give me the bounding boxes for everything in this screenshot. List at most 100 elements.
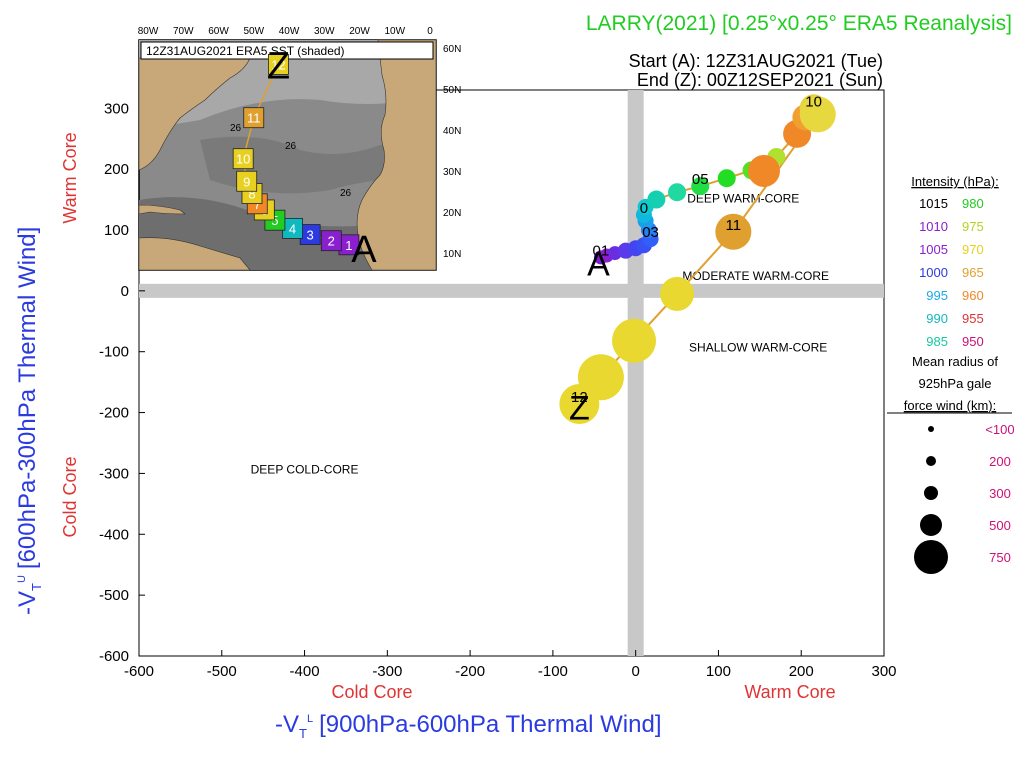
x-warm-core-label: Warm Core xyxy=(744,682,835,702)
intensity-legend-left: 990 xyxy=(926,311,948,326)
inset-latitude-labels: 60N 50N 40N 30N 20N 10N xyxy=(443,44,461,260)
inset-lat-label: 40N xyxy=(443,126,461,137)
inset-sst-labels: 26 26 26 xyxy=(230,123,352,199)
intensity-legend-right: 955 xyxy=(962,311,984,326)
track-point-label: 10 xyxy=(805,93,822,110)
radius-legend-dot xyxy=(924,486,938,500)
inset-track: 123456789101112AZ xyxy=(232,45,377,271)
y-tick-label: 200 xyxy=(104,161,129,178)
y-axis-label-rest: [600hPa-300hPa Thermal Wind] xyxy=(14,227,41,569)
y-axis-label-main: -V xyxy=(14,591,41,615)
inset-track-day: 7 xyxy=(254,197,261,212)
inset-track-box xyxy=(268,54,289,75)
inset-sst-label: 26 xyxy=(230,123,242,134)
inset-lon-label: 30W xyxy=(314,26,335,37)
x-tick-label: -100 xyxy=(538,663,568,680)
x-tick-label: 100 xyxy=(706,663,731,680)
inset-caption: 12Z31AUG2021 ERA5 SST (shaded) xyxy=(146,44,345,58)
track-point xyxy=(799,96,836,133)
inset-lat-label: 30N xyxy=(443,167,461,178)
inset-lon-label: 0 xyxy=(427,26,433,37)
radius-legend-rows: <100 200 300 500 750 xyxy=(887,412,1015,574)
y-cold-core-label: Cold Core xyxy=(60,456,80,537)
intensity-legend-right: 970 xyxy=(962,242,984,257)
inset-sst-label: 26 xyxy=(340,188,352,199)
inset-track-box xyxy=(320,230,342,252)
plot-area: DEEP WARM-CORE MODERATE WARM-CORE SHALLOW … xyxy=(99,89,897,680)
track-markers: AZ xyxy=(569,245,610,427)
track-point-label: 01 xyxy=(593,242,610,259)
y-warm-core-label: Warm Core xyxy=(60,132,80,223)
track-points: 01 03 0 05 10 11 12 xyxy=(559,93,836,425)
inset-start-marker: A xyxy=(351,229,377,271)
y-ticks: -600 -500 -400 -300 -200 -100 0 100 200 300 xyxy=(99,100,145,665)
inset-sst-label: 26 xyxy=(285,141,297,152)
radius-legend-label: 750 xyxy=(989,550,1011,565)
inset-track-day: 2 xyxy=(328,234,335,249)
start-time-label: Start (A): 12Z31AUG2021 (Tue) xyxy=(629,51,883,71)
zero-band-vertical xyxy=(627,90,644,656)
track-point-label: 05 xyxy=(692,171,709,188)
inset-lat-label: 60N xyxy=(443,44,461,55)
y-axis-label-sub: T xyxy=(29,583,44,591)
track-point-label: 12 xyxy=(571,389,588,406)
track-point xyxy=(715,213,752,250)
x-tick-label: 300 xyxy=(871,663,896,680)
intensity-legend-right: 950 xyxy=(962,334,984,349)
region-labels: DEEP WARM-CORE MODERATE WARM-CORE SHALLOW … xyxy=(251,192,829,477)
south-america-land xyxy=(138,237,251,271)
y-tick-label: 300 xyxy=(104,100,129,117)
y-tick-label: -100 xyxy=(99,344,129,361)
chart-title: LARRY(2021) [0.25°x0.25° ERA5 Reanalysis… xyxy=(586,12,1012,35)
radius-legend-dot xyxy=(914,540,948,574)
inset-lon-label: 80W xyxy=(138,26,159,37)
radius-legend-label: 500 xyxy=(989,518,1011,533)
inset-lon-label: 10W xyxy=(384,26,405,37)
inset-track-day: 12 xyxy=(271,57,285,72)
intensity-legend-right: 980 xyxy=(962,196,984,211)
radius-legend-title-1: Mean radius of xyxy=(912,354,998,369)
track-point xyxy=(668,183,687,202)
y-tick-label: -600 xyxy=(99,648,129,665)
svg-text:-VTU[600hPa-300hPa Thermal Win: -VTU [600hPa-300hPa Thermal Wind] xyxy=(14,227,44,615)
x-tick-label: -500 xyxy=(207,663,237,680)
inset-lon-label: 50W xyxy=(243,26,264,37)
intensity-legend-left: 1000 xyxy=(919,265,948,280)
intensity-legend-left: 1010 xyxy=(919,219,948,234)
intensity-legend-left: 1015 xyxy=(919,196,948,211)
x-tick-label: -200 xyxy=(455,663,485,680)
y-axis-label-sup: U xyxy=(16,575,28,583)
intensity-legend-rows: 1015 980 1010 975 1005 970 1000 965 995 960 990 955… xyxy=(919,196,984,349)
x-tick-label: -400 xyxy=(290,663,320,680)
inset-track-day: 9 xyxy=(243,174,250,189)
track-point xyxy=(647,190,666,209)
end-marker: Z xyxy=(569,389,590,427)
x-axis-label-main: -V xyxy=(275,711,299,738)
intensity-legend-right: 960 xyxy=(962,288,984,303)
x-axis-label: -VTL [900hPa-600hPa Thermal Wind] xyxy=(275,711,662,741)
intensity-legend-right: 975 xyxy=(962,219,984,234)
svg-text:-VTL[900hPa-600hPa Thermal Win: -VTL [900hPa-600hPa Thermal Wind] xyxy=(275,711,662,741)
inset-lon-label: 40W xyxy=(279,26,300,37)
inset-track-day: 3 xyxy=(307,228,314,243)
track-point xyxy=(612,318,657,363)
track-point-label: 0 xyxy=(640,200,648,217)
intensity-legend-left: 995 xyxy=(926,288,948,303)
inset-track-day: 11 xyxy=(247,111,261,126)
radius-legend-label: 200 xyxy=(989,454,1011,469)
y-tick-label: 0 xyxy=(121,283,129,300)
y-tick-label: -200 xyxy=(99,405,129,422)
inset-track-day: 5 xyxy=(271,213,278,228)
inset-track-box xyxy=(243,107,265,129)
x-axis-label-sup: L xyxy=(307,713,313,725)
y-tick-label: -500 xyxy=(99,587,129,604)
x-axis-label-rest: [900hPa-600hPa Thermal Wind] xyxy=(319,711,661,738)
y-tick-label: -300 xyxy=(99,465,129,482)
track-point xyxy=(691,177,710,196)
end-time-label: End (Z): 00Z12SEP2021 (Sun) xyxy=(637,70,883,90)
track-point xyxy=(747,154,780,187)
inset-lon-label: 60W xyxy=(208,26,229,37)
inset-longitude-labels: 80W 70W 60W 50W 40W 30W 20W 10W 0 xyxy=(138,26,434,37)
radius-legend-label: 300 xyxy=(989,486,1011,501)
